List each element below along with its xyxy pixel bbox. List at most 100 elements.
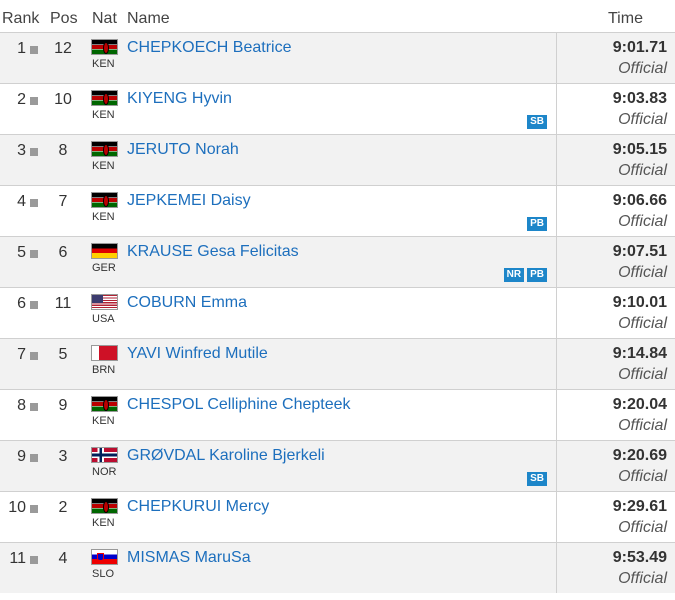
athlete-name-link[interactable]: YAVI Winfred Mutile [127,345,268,362]
column-divider [556,492,557,542]
country-flag-icon [91,39,118,55]
result-status: Official [618,60,667,77]
rank-change-icon [30,403,38,411]
athlete-name-link[interactable]: CHEPKOECH Beatrice [127,39,292,56]
rank-change-icon [30,250,38,258]
country-code: KEN [92,160,115,172]
country-code: GER [92,262,116,274]
column-divider [556,237,557,287]
table-row[interactable]: 7 5 BRN YAVI Winfred Mutile 9:14.84 Offi… [0,338,675,389]
column-divider [556,390,557,440]
rank-change-icon [30,148,38,156]
table-header: Rank Pos Nat Name Time [0,0,675,32]
lane-position: 5 [58,346,68,363]
country-flag-icon [91,396,118,412]
country-code: KEN [92,58,115,70]
result-time: 9:06.66 [612,192,667,209]
lane-position: 10 [54,91,72,108]
rank-change-icon [30,352,38,360]
table-row[interactable]: 11 4 SLO MISMAS MaruSa 9:53.49 Official [0,542,675,593]
result-time: 9:53.49 [612,549,667,566]
rank-value: 7 [17,346,26,363]
column-divider [556,33,557,83]
athlete-name-link[interactable]: JEPKEMEI Daisy [127,192,251,209]
table-row[interactable]: 8 9 KEN CHESPOL Celliphine Chepteek 9:20… [0,389,675,440]
record-badges: NR PB [503,268,547,282]
lane-position: 2 [58,499,68,516]
column-divider [556,84,557,134]
athlete-name-link[interactable]: GRØVDAL Karoline Bjerkeli [127,447,325,464]
result-status: Official [618,315,667,332]
table-row[interactable]: 6 11 USA COBURN Emma 9:10.01 Official [0,287,675,338]
column-divider [556,441,557,491]
athlete-name-link[interactable]: JERUTO Norah [127,141,239,158]
rank-value: 10 [8,499,26,516]
header-time: Time [608,10,643,27]
country-flag-icon [91,447,118,463]
table-body: 1 12 KEN CHEPKOECH Beatrice 9:01.71 Offi… [0,32,675,593]
column-divider [556,135,557,185]
result-time: 9:20.69 [612,447,667,464]
country-flag-icon [91,192,118,208]
record-badges: SB [527,115,547,129]
result-status: Official [618,213,667,230]
result-status: Official [618,417,667,434]
rank-change-icon [30,199,38,207]
table-row[interactable]: 9 3 NOR GRØVDAL Karoline Bjerkeli SB 9:2… [0,440,675,491]
result-status: Official [618,366,667,383]
record-badges: PB [527,217,547,231]
athlete-name-link[interactable]: KIYENG Hyvin [127,90,232,107]
header-rank: Rank [2,10,40,27]
result-status: Official [618,111,667,128]
lane-position: 4 [58,550,68,567]
table-row[interactable]: 1 12 KEN CHEPKOECH Beatrice 9:01.71 Offi… [0,32,675,83]
lane-position: 7 [58,193,68,210]
result-status: Official [618,519,667,536]
lane-position: 12 [54,40,72,57]
table-row[interactable]: 4 7 KEN JEPKEMEI Daisy PB 9:06.66 Offici… [0,185,675,236]
athlete-name-link[interactable]: CHEPKURUI Mercy [127,498,270,515]
result-status: Official [618,264,667,281]
table-row[interactable]: 2 10 KEN KIYENG Hyvin SB 9:03.83 Officia… [0,83,675,134]
result-time: 9:10.01 [612,294,667,311]
country-code: KEN [92,415,115,427]
rank-value: 8 [17,397,26,414]
rank-change-icon [30,301,38,309]
column-divider [556,288,557,338]
country-flag-icon [91,243,118,259]
country-flag-icon [91,498,118,514]
rank-change-icon [30,97,38,105]
record-badge-sb: SB [527,115,547,129]
lane-position: 3 [58,448,68,465]
column-divider [556,543,557,593]
rank-change-icon [30,46,38,54]
result-time: 9:03.83 [612,90,667,107]
rank-value: 1 [17,40,26,57]
country-flag-icon [91,141,118,157]
result-time: 9:29.61 [612,498,667,515]
country-code: KEN [92,211,115,223]
rank-value: 11 [9,550,26,567]
rank-value: 5 [17,244,26,261]
athlete-name-link[interactable]: CHESPOL Celliphine Chepteek [127,396,351,413]
header-name: Name [127,10,170,27]
athlete-name-link[interactable]: MISMAS MaruSa [127,549,251,566]
table-row[interactable]: 10 2 KEN CHEPKURUI Mercy 9:29.61 Officia… [0,491,675,542]
athlete-name-link[interactable]: KRAUSE Gesa Felicitas [127,243,299,260]
table-row[interactable]: 5 6 GER KRAUSE Gesa Felicitas NR PB 9:07.… [0,236,675,287]
rank-value: 4 [17,193,26,210]
lane-position: 11 [54,295,72,312]
rank-change-icon [30,454,38,462]
result-status: Official [618,468,667,485]
header-nat: Nat [92,10,117,27]
table-row[interactable]: 3 8 KEN JERUTO Norah 9:05.15 Official [0,134,675,185]
result-time: 9:14.84 [612,345,667,362]
result-time: 9:01.71 [612,39,667,56]
lane-position: 9 [58,397,68,414]
rank-value: 2 [17,91,26,108]
record-badge-nr: NR [503,268,525,282]
country-code: SLO [92,568,115,580]
athlete-name-link[interactable]: COBURN Emma [127,294,248,311]
rank-value: 6 [17,295,26,312]
